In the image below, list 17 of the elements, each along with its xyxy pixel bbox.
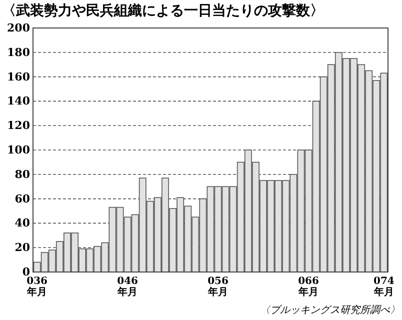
y-tick-label: 100 <box>7 144 30 157</box>
y-tick-label: 200 <box>7 22 30 35</box>
x-tick-label: 066 年月 <box>298 276 320 298</box>
x-tick-label: 056 年月 <box>207 276 229 298</box>
y-tick-label: 180 <box>7 46 30 59</box>
x-tick-label: 036 年月 <box>26 276 48 298</box>
y-tick-label: 80 <box>14 168 30 181</box>
y-tick-label: 20 <box>14 241 30 254</box>
x-tick-label: 074 年月 <box>372 276 394 298</box>
y-tick-label: 120 <box>7 119 30 132</box>
y-tick-label: 160 <box>7 70 30 84</box>
y-tick-label: 60 <box>14 192 30 206</box>
y-tick-label: 140 <box>7 94 30 108</box>
chart-title: 〈武装勢力や民兵組織による一日当たりの攻撃数〉 <box>2 2 324 19</box>
text: 〈ブルッキングス研究所調べ〉 <box>260 304 400 316</box>
x-tick-label: 046 年月 <box>116 276 138 298</box>
y-tick-label: 40 <box>14 216 30 230</box>
